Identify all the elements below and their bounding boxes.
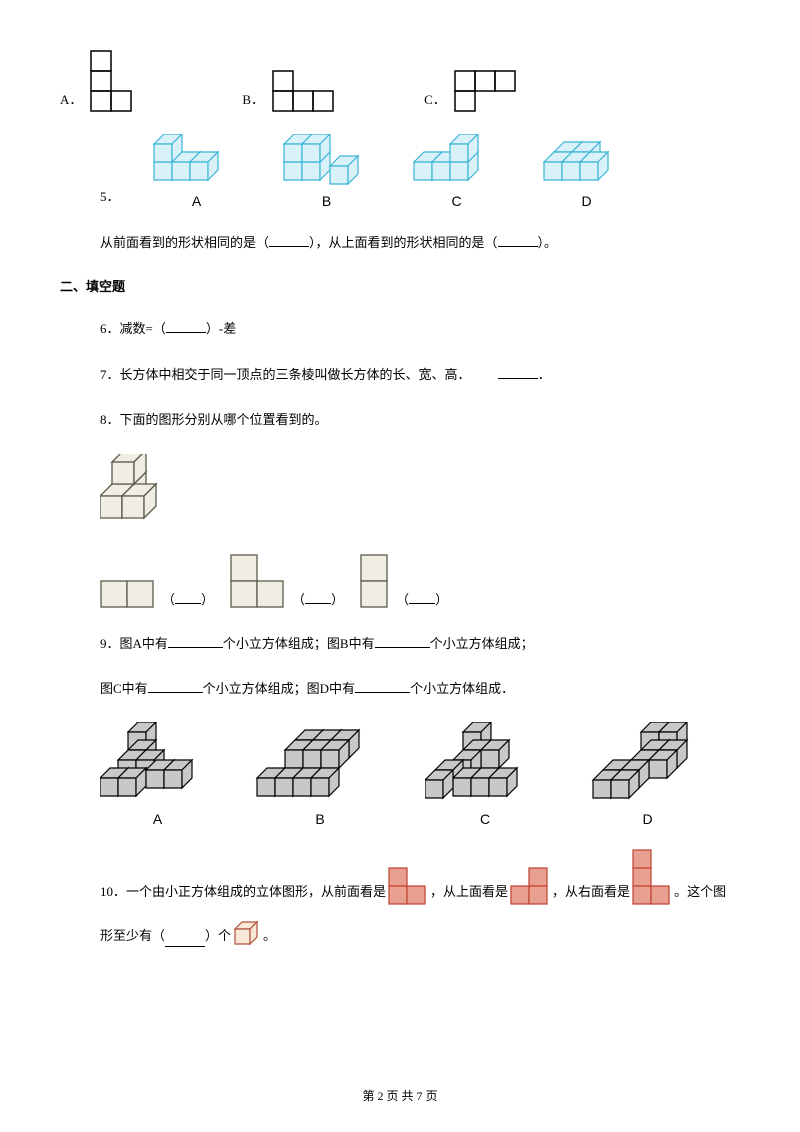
q8-t: 下面的图形分别从哪个位置看到的。 <box>120 412 328 427</box>
q7: 7．长方体中相交于同一顶点的三条棱叫做长方体的长、宽、高． ． <box>100 363 740 386</box>
q6: 6．减数=（ ）-差 <box>100 317 740 340</box>
t: 图A中有 <box>120 636 168 651</box>
q5-shape-c <box>412 134 502 189</box>
blank <box>148 679 203 693</box>
q5-shape-a-col: A <box>152 134 242 209</box>
t: ，从上面看是 <box>430 876 508 907</box>
q10-line2: 形至少有（ ）个 。 <box>100 921 740 947</box>
blank <box>269 233 309 247</box>
q7-text: 长方体中相交于同一顶点的三条棱叫做长方体的长、宽、高． <box>120 367 471 382</box>
label-c: C． <box>424 89 446 112</box>
paren: （） <box>162 589 214 608</box>
t: 一个由小正方体组成的立体图形，从前面看是 <box>126 876 386 907</box>
q9-num: 9． <box>100 636 120 651</box>
q10-single-cube-icon <box>234 921 260 947</box>
section-2-title: 二、填空题 <box>60 276 740 295</box>
blank <box>165 933 205 947</box>
page-footer: 第 2 页 共 7 页 <box>0 1087 800 1104</box>
q9-shape-d <box>585 722 710 807</box>
blank <box>166 319 206 333</box>
q5-label-a: A <box>192 193 201 209</box>
q10-top-view <box>510 867 550 907</box>
blank <box>375 634 430 648</box>
q8-view1 <box>100 580 156 610</box>
q9-lb: B <box>315 811 324 827</box>
q8-iso-shape <box>100 454 180 529</box>
q6-a: 减数=（ <box>120 321 166 336</box>
shape-b <box>272 70 334 112</box>
q5-label-c: C <box>451 193 461 209</box>
q5-shape-b-col: B <box>282 134 372 209</box>
q5-shape-a <box>152 134 242 189</box>
label-b: B． <box>242 89 264 112</box>
page-total: 7 <box>417 1089 423 1103</box>
t: ，从右面看是 <box>552 876 630 907</box>
page-num: 2 <box>377 1089 383 1103</box>
q6-b: ）-差 <box>206 321 236 336</box>
q5-label-d: D <box>581 193 591 209</box>
q5-shape-d-col: D <box>542 134 632 209</box>
blank <box>168 634 223 648</box>
q9-ld: D <box>642 811 652 827</box>
q10-num: 10． <box>100 876 126 907</box>
q9-shape-a <box>100 722 215 807</box>
q9-shape-c <box>425 722 545 807</box>
q8-view3 <box>360 554 390 610</box>
options-abc: A． B． C． <box>60 50 740 112</box>
q9-shape-b <box>255 722 385 807</box>
q5-text-a: 从前面看到的形状相同的是（ <box>100 235 269 250</box>
blank <box>498 233 538 247</box>
shape-a <box>90 50 152 112</box>
t: 图C中有 <box>100 681 148 696</box>
q5-text-b: ），从上面看到的形状相同的是（ <box>309 235 498 250</box>
q7-num: 7． <box>100 367 120 382</box>
q5-shape-b <box>282 134 372 189</box>
f: 第 <box>362 1089 374 1103</box>
t: 个小立方体组成；图D中有 <box>203 681 355 696</box>
q8-text: 8．下面的图形分别从哪个位置看到的。 <box>100 408 740 431</box>
paren: （） <box>396 589 448 608</box>
shape-c <box>454 70 516 112</box>
q9-la: A <box>153 811 162 827</box>
f: 页 <box>426 1089 438 1103</box>
q6-num: 6． <box>100 321 120 336</box>
f: 页 共 <box>386 1089 413 1103</box>
q10-front-view <box>388 867 428 907</box>
blank <box>355 679 410 693</box>
q9-line1: 9．图A中有 个小立方体组成；图B中有 个小立方体组成； <box>100 632 740 655</box>
t: 形至少有（ <box>100 924 165 947</box>
label-a: A． <box>60 89 82 112</box>
q5-num: 5． <box>100 186 120 209</box>
t: 个小立方体组成． <box>410 681 514 696</box>
q8-main-shape <box>100 454 740 529</box>
q8-num: 8． <box>100 412 120 427</box>
q5-text: 从前面看到的形状相同的是（ ），从上面看到的形状相同的是（ ）。 <box>100 231 740 254</box>
t: 个小立方体组成；图B中有 <box>223 636 375 651</box>
q9-b: B <box>255 722 385 827</box>
q8-view2 <box>230 554 286 610</box>
q5-shape-c-col: C <box>412 134 502 209</box>
q9-a: A <box>100 722 215 827</box>
t: 。 <box>263 924 276 947</box>
paren: （） <box>292 589 344 608</box>
blank <box>498 365 538 379</box>
t: 。这个图 <box>674 876 726 907</box>
q8-views: （） （） （） <box>100 554 740 610</box>
q7-tail: ． <box>538 367 551 382</box>
t: 个小立方体组成； <box>430 636 534 651</box>
q10-right-view <box>632 849 672 907</box>
q5-label-b: B <box>322 193 331 209</box>
q9-c: C <box>425 722 545 827</box>
q5-shape-d <box>542 134 632 189</box>
q9-shapes: A B <box>80 722 700 827</box>
q9-lc: C <box>480 811 490 827</box>
q10-line1: 10． 一个由小正方体组成的立体图形，从前面看是 ，从上面看是 ，从右面看是 。… <box>100 849 740 907</box>
t: ）个 <box>205 924 231 947</box>
q9-d: D <box>585 722 710 827</box>
q9-line2: 图C中有 个小立方体组成；图D中有 个小立方体组成． <box>100 677 740 700</box>
q5-row: 5． A <box>100 134 740 209</box>
q5-text-c: ）。 <box>538 235 558 250</box>
